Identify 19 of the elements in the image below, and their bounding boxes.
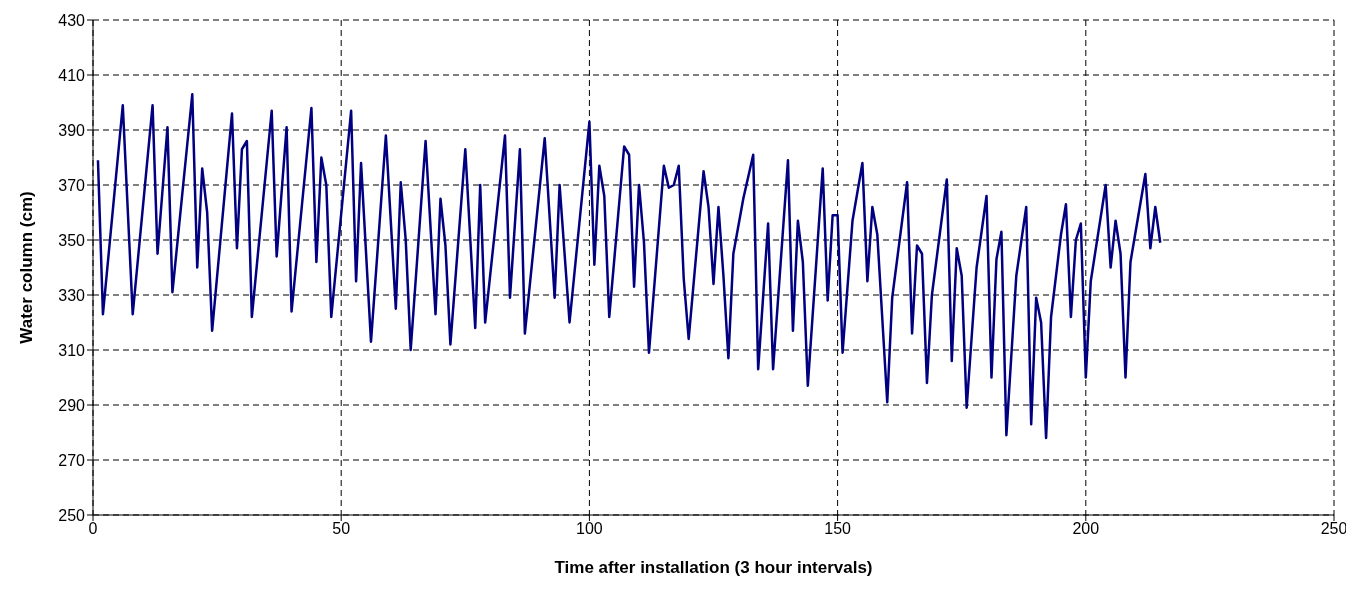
y-tick-label: 430 — [58, 11, 86, 29]
x-tick-label: 0 — [88, 520, 98, 538]
y-tick-label: 390 — [58, 121, 86, 139]
y-tick-label: 250 — [58, 506, 86, 524]
y-tick-label: 330 — [58, 286, 86, 304]
y-tick-label: 270 — [58, 451, 86, 469]
y-tick-label: 350 — [58, 231, 86, 249]
x-tick-label: 200 — [1072, 520, 1100, 538]
y-tick-label: 310 — [58, 341, 86, 359]
y-axis-title: Water column (cm) — [17, 191, 37, 344]
x-axis-title: Time after installation (3 hour intervals) — [554, 558, 873, 577]
x-tick-label: 250 — [1320, 520, 1348, 538]
x-tick-label: 150 — [824, 520, 852, 538]
y-tick-label: 370 — [58, 176, 86, 194]
line-series — [96, 93, 1162, 440]
x-tick-label: 100 — [576, 520, 603, 538]
x-tick-label: 50 — [332, 520, 351, 538]
y-tick-label: 290 — [58, 396, 86, 414]
y-tick-label: 410 — [58, 66, 86, 84]
